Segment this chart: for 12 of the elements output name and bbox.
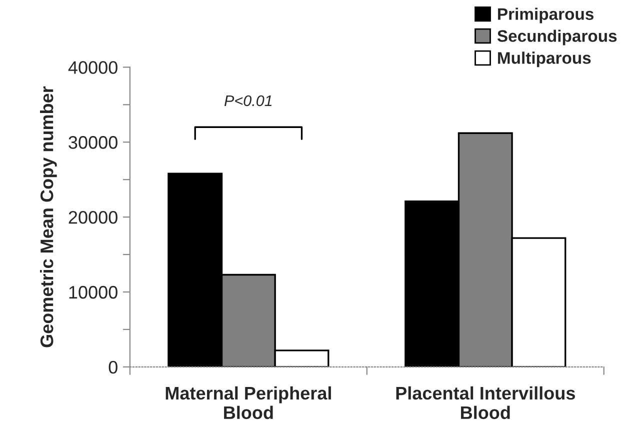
y-tick-label: 0 xyxy=(108,360,118,374)
legend-label: Secundiparous xyxy=(497,30,617,46)
legend-label: Primiparous xyxy=(498,8,594,24)
x-tick-label: Placental Intervillous Blood xyxy=(396,386,575,420)
y-tick-label: 40000 xyxy=(68,61,118,74)
y-tick-label: 10000 xyxy=(69,286,118,299)
annotation: P<0.01 xyxy=(224,95,272,106)
y-tick-label: 20000 xyxy=(68,210,118,224)
y-axis-title: Geometric Mean Copy number xyxy=(40,86,57,348)
x-tick-label: Maternal Peripheral Blood xyxy=(166,386,331,420)
y-tick-label: 30000 xyxy=(68,136,118,149)
legend-label: Multiparous xyxy=(498,52,591,68)
